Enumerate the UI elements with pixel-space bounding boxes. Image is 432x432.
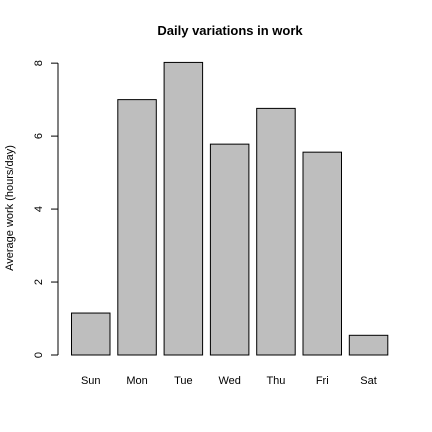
y-tick-label-2: 4 (33, 206, 45, 212)
bar-thu (256, 107, 296, 356)
x-tick-label-mon: Mon (126, 375, 147, 387)
x-tick-label-thu: Thu (266, 375, 285, 387)
bars-group (71, 61, 389, 356)
x-tick-label-fri: Fri (316, 375, 329, 387)
bar-fri (302, 151, 342, 356)
y-axis: 0 2 4 6 8 (33, 60, 59, 358)
bar-tue (163, 61, 204, 356)
x-tick-label-sun: Sun (81, 375, 101, 387)
bar-sat (348, 334, 389, 356)
x-tick-label-tue: Tue (174, 375, 193, 387)
y-axis-label: Average work (hours/day) (4, 145, 16, 271)
y-tick-label-3: 6 (33, 133, 45, 139)
x-tick-label-wed: Wed (218, 375, 240, 387)
x-tick-label-sat: Sat (360, 375, 377, 387)
bar-sun (71, 312, 111, 356)
bar-wed (209, 143, 250, 356)
y-tick-label-1: 2 (33, 279, 45, 285)
chart-title: Daily variations in work (157, 23, 303, 38)
y-tick-label-0: 0 (33, 352, 45, 358)
y-tick-label-4: 8 (33, 60, 45, 66)
x-tick-labels: Sun Mon Tue Wed Thu Fri Sat (81, 375, 377, 387)
bar-mon (117, 99, 157, 356)
